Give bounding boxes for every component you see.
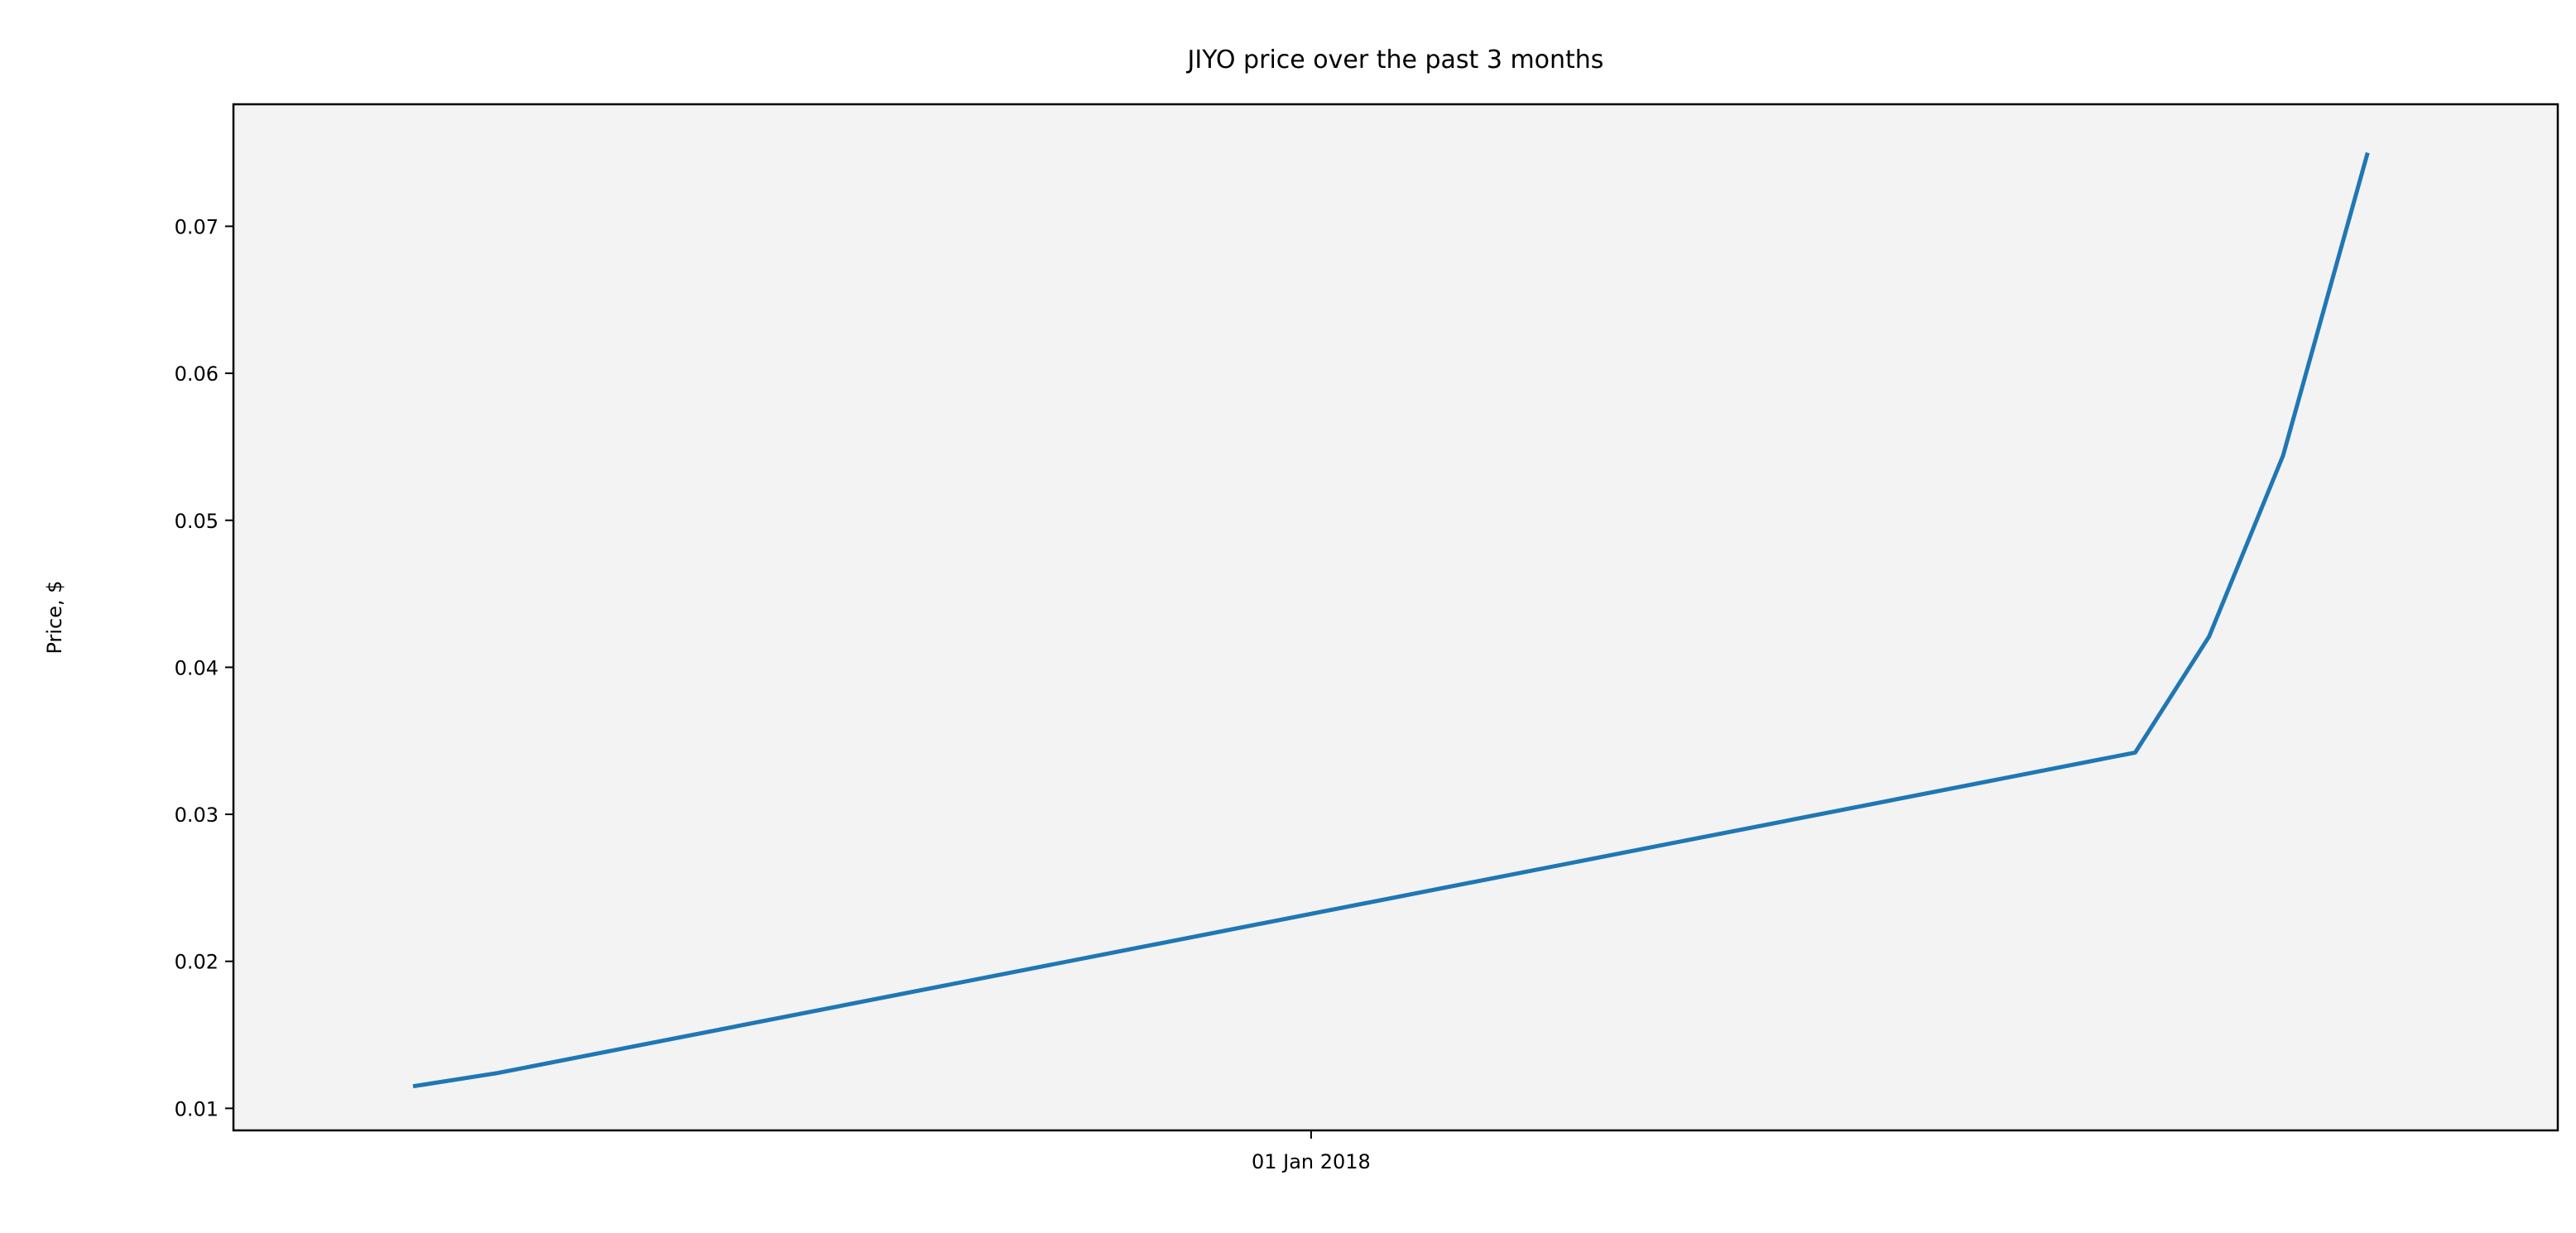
y-tick-label: 0.02 xyxy=(175,951,219,974)
y-axis-label: Price, $ xyxy=(43,580,66,654)
y-tick-label: 0.05 xyxy=(175,510,219,533)
plot-area xyxy=(233,104,2558,1130)
x-tick-label: 01 Jan 2018 xyxy=(1252,1150,1371,1173)
y-tick-label: 0.07 xyxy=(175,215,219,238)
chart-title: JIYO price over the past 3 months xyxy=(1186,46,1604,74)
price-series-line xyxy=(412,151,2370,1089)
y-tick-label: 0.04 xyxy=(175,656,219,679)
plot-frame xyxy=(232,103,2559,1132)
y-tick-label: 0.03 xyxy=(175,804,219,827)
y-tick-label: 0.06 xyxy=(175,362,219,386)
y-tick-label: 0.01 xyxy=(175,1097,219,1120)
